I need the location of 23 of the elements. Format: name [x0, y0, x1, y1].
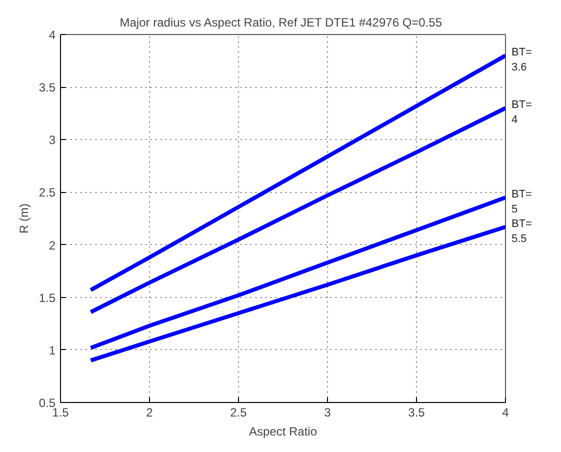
series-label: BT= 5 — [512, 188, 532, 216]
series-label: BT= 3.6 — [512, 46, 532, 74]
y-tick-label: 2.5 — [38, 186, 56, 200]
y-tick-label: 1 — [48, 343, 56, 358]
y-axis-title: R (m) — [16, 203, 31, 234]
x-tick-label: 2.5 — [230, 406, 248, 420]
line-series — [88, 224, 506, 362]
x-tick-label: 4 — [502, 406, 510, 420]
x-tick-label: 3.5 — [408, 406, 426, 420]
line-series — [88, 54, 506, 292]
y-tick-label: 4 — [48, 28, 56, 42]
series-label: BT= 4 — [512, 99, 532, 126]
x-tick-label: 2 — [146, 406, 154, 420]
y-tick-label: 2 — [48, 238, 56, 252]
line-series — [88, 195, 506, 350]
x-axis-title: Aspect Ratio — [248, 424, 318, 438]
y-tick-label: 3 — [48, 133, 56, 148]
chart-title: Major radius vs Aspect Ratio, Ref JET DTE1 #42976 Q=0.55 — [120, 16, 442, 30]
line-series — [88, 106, 506, 314]
y-tick-label: 3.5 — [38, 80, 56, 95]
y-tick-label: 1.5 — [38, 290, 56, 305]
x-tick-label: 3 — [324, 406, 332, 420]
series-label: BT= 5.5 — [512, 218, 532, 245]
